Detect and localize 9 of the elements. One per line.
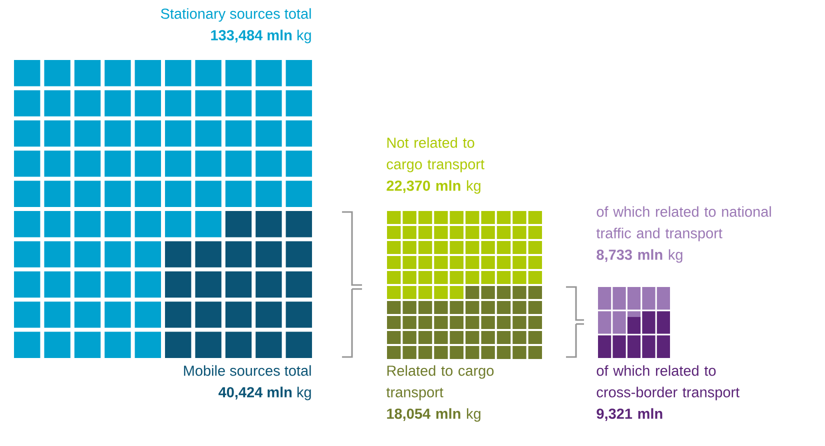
data-label: 133,484 mln kg <box>211 30 311 44</box>
data-label: 22,370 mln kg <box>386 180 480 194</box>
data-label: 9,321 mln <box>596 408 662 421</box>
category-label: Stationary sources total <box>160 8 311 22</box>
category-label: Mobile sources total <box>184 365 311 376</box>
category-label: of which related to cross-border transport <box>596 365 740 400</box>
data-label: 8,733 mln kg <box>596 249 682 263</box>
data-label: 40,424 mln kg <box>218 386 311 400</box>
data-label: 18,054 mln kg <box>387 408 480 422</box>
